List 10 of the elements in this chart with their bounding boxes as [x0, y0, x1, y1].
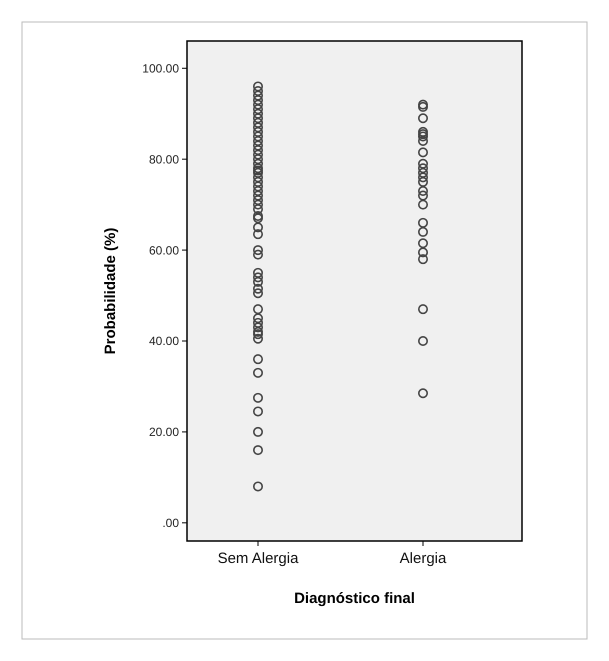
- y-tick-label: 80.00: [148, 152, 180, 166]
- y-tick-label: 20.00: [148, 425, 180, 440]
- y-tick-label: 60.00: [148, 243, 180, 258]
- x-axis-title: Diagnóstico final: [294, 590, 415, 607]
- y-axis-title: Probabilidade (%): [102, 228, 119, 354]
- y-tick-label: 100.00: [142, 61, 180, 76]
- y-tick-label: 40.00: [148, 334, 180, 348]
- y-tick-label: .00: [162, 516, 180, 530]
- x-tick-label: Alergia: [400, 550, 447, 567]
- x-tick-label: Sem Alergia: [218, 550, 300, 567]
